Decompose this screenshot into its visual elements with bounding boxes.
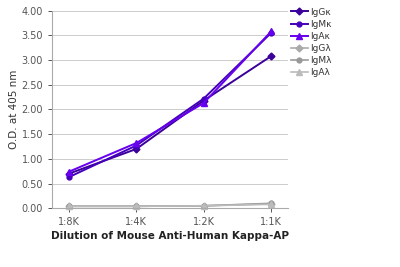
IgMλ (201, 204, 206, 207)
IgGλ (269, 202, 274, 205)
IgAκ (134, 142, 139, 145)
Line: IgMκ: IgMκ (66, 30, 274, 180)
IgGλ (66, 205, 71, 208)
Line: IgAκ: IgAκ (66, 29, 274, 175)
Line: IgGλ: IgGλ (66, 201, 274, 209)
Y-axis label: O.D. at 405 nm: O.D. at 405 nm (8, 70, 18, 149)
IgGκ (134, 147, 139, 151)
IgGκ (66, 172, 71, 175)
IgGκ (269, 54, 274, 58)
IgAκ (201, 101, 206, 105)
IgGλ (201, 204, 206, 207)
Line: IgGκ: IgGκ (66, 54, 274, 176)
Line: IgMλ: IgMλ (66, 201, 274, 209)
IgMκ (201, 97, 206, 100)
Line: IgAλ: IgAλ (66, 202, 274, 209)
IgGλ (134, 205, 139, 208)
IgMκ (66, 175, 71, 179)
IgMλ (134, 205, 139, 208)
IgAλ (134, 205, 139, 208)
X-axis label: Dilution of Mouse Anti-Human Kappa-AP: Dilution of Mouse Anti-Human Kappa-AP (51, 231, 289, 241)
IgMλ (269, 202, 274, 205)
IgGκ (201, 99, 206, 102)
IgMκ (269, 31, 274, 34)
IgMλ (66, 205, 71, 208)
IgAλ (269, 203, 274, 206)
IgAκ (269, 30, 274, 33)
Legend: IgGκ, IgMκ, IgAκ, IgGλ, IgMλ, IgAλ: IgGκ, IgMκ, IgAκ, IgGλ, IgMλ, IgAλ (290, 7, 333, 78)
IgMκ (134, 144, 139, 147)
IgAλ (201, 204, 206, 207)
IgAκ (66, 170, 71, 173)
IgAλ (66, 205, 71, 208)
